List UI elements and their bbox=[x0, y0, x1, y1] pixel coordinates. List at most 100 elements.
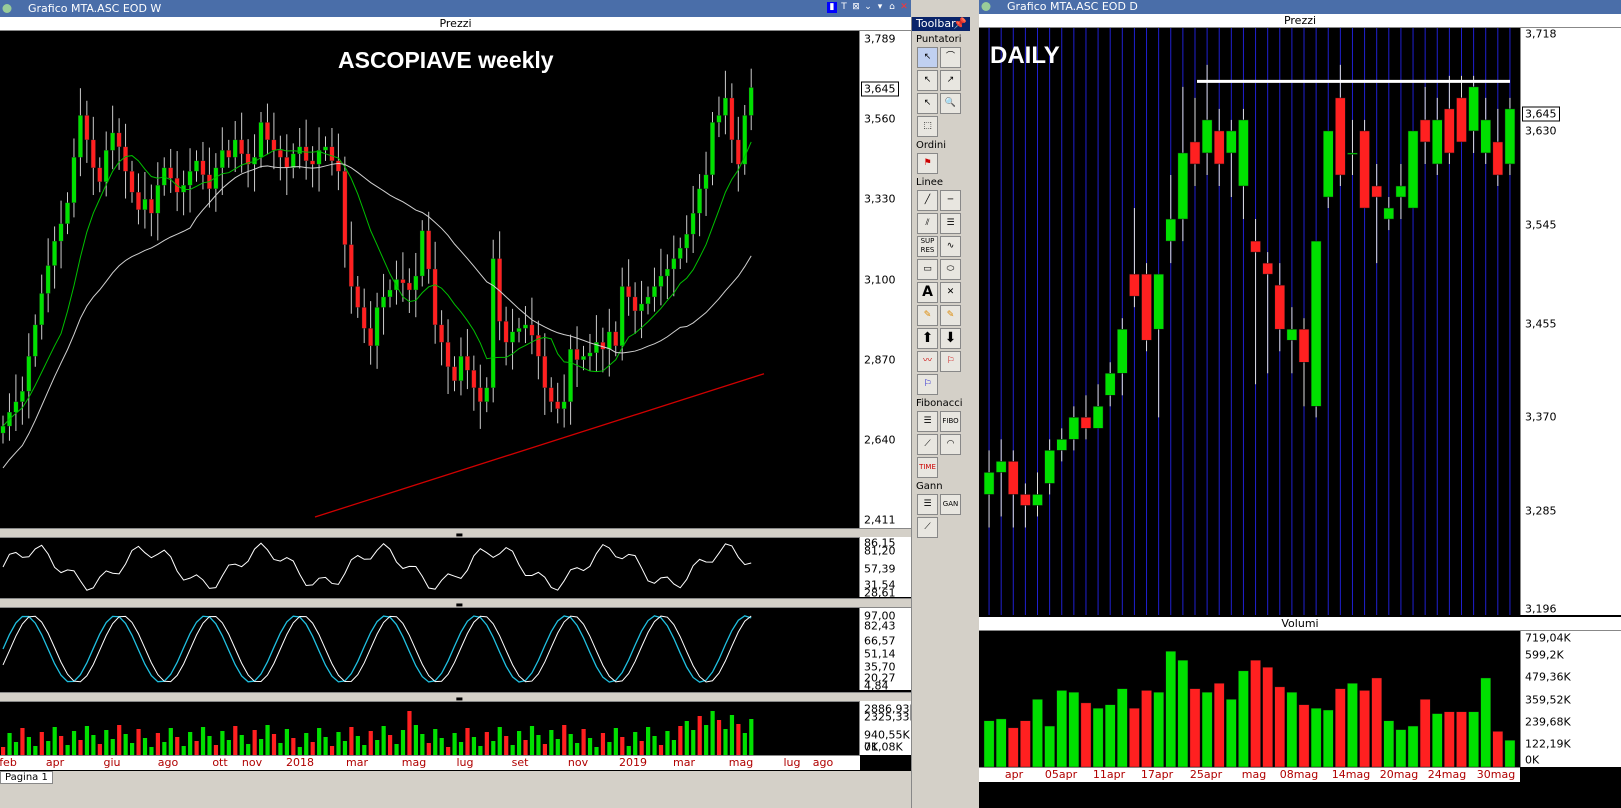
support-resistance-icon[interactable]: SUP RES bbox=[917, 236, 938, 257]
pin-icon[interactable]: 📌 bbox=[953, 17, 967, 30]
weekly-volume-bar bbox=[407, 711, 412, 755]
weekly-volume-bar bbox=[155, 733, 160, 755]
text-icon[interactable]: A bbox=[917, 282, 938, 303]
daily-volume-bar bbox=[1456, 711, 1467, 767]
fibo-retracement-icon[interactable]: ☰ bbox=[917, 411, 938, 432]
panel-splitter[interactable]: ▬ bbox=[0, 692, 911, 703]
window-menu-icon[interactable] bbox=[981, 1, 992, 12]
wave-icon[interactable]: 〰 bbox=[917, 351, 938, 372]
pencil-icon[interactable]: ✎ bbox=[917, 305, 938, 326]
lock-icon[interactable]: ⊠ bbox=[852, 2, 860, 12]
arrow-down-icon[interactable]: ⬇ bbox=[940, 328, 961, 349]
page-tab[interactable]: Pagina 1 bbox=[0, 771, 53, 784]
cross-icon[interactable]: ✕ bbox=[940, 282, 961, 303]
axis-tick-label: 2,870 bbox=[864, 353, 896, 367]
weekly-volume-bar bbox=[549, 730, 554, 755]
weekly-volume-bar bbox=[729, 715, 735, 755]
close-icon[interactable]: ✕ bbox=[900, 2, 908, 12]
pencil-alt-icon[interactable]: ✎ bbox=[940, 305, 961, 326]
select-arrow-icon[interactable]: ↖ bbox=[917, 70, 938, 91]
channel-icon[interactable]: ☰ bbox=[940, 213, 961, 234]
text-tool-icon[interactable]: T bbox=[841, 2, 847, 12]
axis-tick-label: 81,20 bbox=[864, 544, 896, 558]
weekly-candle bbox=[458, 356, 464, 381]
weekly-volume-bar bbox=[310, 742, 315, 755]
weekly-candle bbox=[252, 157, 257, 165]
left-price-panel[interactable]: ASCOPIAVE weekly 3,789 3,560 3,330 3,100 2,8… bbox=[0, 31, 911, 528]
flag-blue-icon[interactable]: ⚐ bbox=[917, 374, 938, 395]
panel-splitter[interactable]: ▬ bbox=[0, 528, 911, 539]
weekly-candle bbox=[45, 265, 51, 294]
axis-tick-label: 3,285 bbox=[1525, 504, 1557, 518]
weekly-candle bbox=[65, 202, 70, 224]
weekly-volume-bar bbox=[723, 729, 728, 755]
parallel-line-icon[interactable]: ⫽ bbox=[917, 213, 938, 234]
daily-price-chart[interactable] bbox=[979, 28, 1520, 615]
fibo-time-icon[interactable]: TIME bbox=[917, 457, 938, 478]
right-chart-window[interactable]: Grafico MTA.ASC EOD D Prezzi DAILY 3,718… bbox=[979, 0, 1621, 808]
fibo-fan-icon[interactable]: ⟋ bbox=[917, 434, 938, 455]
toolbar-toggle-icon[interactable]: ▮ bbox=[827, 2, 837, 13]
weekly-candle bbox=[194, 160, 199, 172]
weekly-candle bbox=[561, 401, 567, 409]
gann-label-icon[interactable]: GAN bbox=[940, 494, 961, 515]
left-chart-window[interactable]: Grafico MTA.ASC EOD W ▮ T ⊠ ⌄ ▾ ⌂ ✕ Prez… bbox=[0, 0, 911, 771]
weekly-candle bbox=[536, 335, 541, 357]
toolbar-title[interactable]: Toolbar 📌 bbox=[912, 17, 970, 31]
weekly-candle bbox=[168, 167, 174, 179]
weekly-candle bbox=[316, 150, 322, 165]
daily-price-axis[interactable]: 3,718 3,630 3,545 3,455 3,370 3,285 3,196 3,645 bbox=[1520, 28, 1621, 616]
weekly-candle bbox=[703, 174, 709, 189]
gann-grid-icon[interactable]: ☰ bbox=[917, 494, 938, 515]
arrow-up-icon[interactable]: ⬆ bbox=[917, 328, 938, 349]
right-window-titlebar[interactable]: Grafico MTA.ASC EOD D bbox=[979, 0, 1621, 14]
axis-tick-label: 940,55K bbox=[864, 728, 910, 742]
daily-volume-bar bbox=[1044, 725, 1055, 767]
lasso-icon[interactable]: ⌒ bbox=[940, 47, 961, 68]
orders-icon[interactable]: ⚑ bbox=[917, 153, 938, 174]
weekly-candle bbox=[110, 132, 115, 151]
pointer-icon[interactable]: ↖ bbox=[917, 47, 938, 68]
right-volume-panel[interactable]: 719,04K 599,2K 479,36K 359,52K 239,68K 122,19… bbox=[979, 631, 1621, 767]
restore-icon[interactable]: ⌂ bbox=[889, 2, 895, 12]
fibo-arc-icon[interactable]: ◠ bbox=[940, 434, 961, 455]
weekly-candle bbox=[103, 150, 109, 182]
gann-fan-icon[interactable]: ⟋ bbox=[917, 517, 938, 538]
rectangle-icon[interactable]: ▭ bbox=[917, 259, 938, 280]
left-osc1-panel[interactable]: 86,15 81,20 57,39 31,54 28,61 bbox=[0, 537, 911, 600]
minimize-icon[interactable]: ▾ bbox=[877, 2, 883, 12]
right-price-panel[interactable]: DAILY 3,718 3,630 3,545 3,455 3,370 3,285 3,19… bbox=[979, 28, 1621, 616]
move-icon[interactable]: ↖ bbox=[917, 93, 938, 114]
weekly-volume-bar bbox=[594, 747, 599, 755]
fibo-label-icon[interactable]: FIBO bbox=[940, 411, 961, 432]
weekly-candle bbox=[355, 286, 361, 308]
collapse-icon[interactable]: ⌄ bbox=[864, 2, 872, 12]
weekly-price-chart[interactable] bbox=[0, 31, 860, 528]
window-menu-icon[interactable] bbox=[2, 3, 13, 14]
flag-icon[interactable]: ⚐ bbox=[940, 351, 961, 372]
daily-volume-bar bbox=[1322, 709, 1334, 767]
price-panel-title: Prezzi bbox=[1283, 14, 1317, 27]
weekly-volume-bar bbox=[536, 735, 541, 755]
panel-splitter[interactable]: ▬ bbox=[0, 598, 911, 609]
axis-tick-label: 0K bbox=[864, 740, 879, 754]
sma-green-line bbox=[2, 141, 752, 427]
weekly-candle bbox=[329, 146, 335, 161]
marquee-icon[interactable]: ⬚ bbox=[917, 116, 938, 137]
weekly-candle bbox=[684, 233, 690, 249]
daily-volume-bar bbox=[1444, 711, 1455, 767]
horizontal-line-icon[interactable]: ─ bbox=[940, 190, 961, 211]
trendline-icon[interactable]: ╱ bbox=[917, 190, 938, 211]
crosshair-arrow-icon[interactable]: ↗ bbox=[940, 70, 961, 91]
zoom-icon[interactable]: 🔍 bbox=[940, 93, 961, 114]
left-osc2-panel[interactable]: 97,00 82,43 66,57 51,14 35,70 20,27 4,84 bbox=[0, 608, 911, 693]
polyline-icon[interactable]: ∿ bbox=[940, 236, 961, 257]
left-window-titlebar[interactable]: Grafico MTA.ASC EOD W ▮ T ⊠ ⌄ ▾ ⌂ ✕ bbox=[0, 0, 911, 17]
ellipse-icon[interactable]: ⬭ bbox=[940, 259, 961, 280]
weekly-candle bbox=[13, 401, 19, 413]
daily-candle bbox=[1020, 494, 1031, 506]
weekly-price-axis[interactable]: 3,789 3,560 3,330 3,100 2,870 2,640 2,411 3,645 bbox=[859, 31, 911, 528]
weekly-volume-bar bbox=[175, 737, 180, 755]
